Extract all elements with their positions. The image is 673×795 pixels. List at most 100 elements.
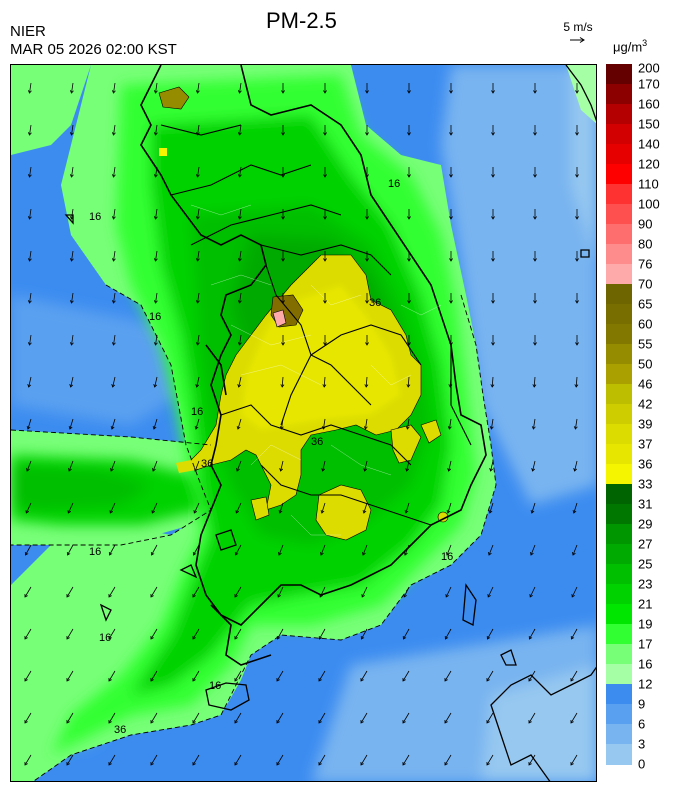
wind-arrow [153,418,158,430]
wind-arrow [488,544,494,556]
wind-arrowhead [193,509,198,514]
province-borders [160,124,472,526]
wind-arrowhead [68,425,73,430]
wind-arrowhead [529,593,533,598]
wind-arrowhead [24,635,28,640]
wind-arrowhead [192,551,197,556]
wind-arrowhead [151,509,156,514]
district-borders [190,204,442,536]
wind-arrowhead [490,384,495,388]
wind-arrow [575,376,578,388]
unit-base: μg/m [613,39,643,55]
wind-arrowhead [66,593,70,598]
colorbar-swatch [606,304,632,325]
wind-arrowhead [449,216,453,220]
wind-arrow [360,670,368,682]
wind-arrowhead [153,258,158,262]
colorbar-swatch [606,284,632,305]
colorbar-label: 6 [638,716,646,732]
wind-arrowhead [407,342,411,346]
wind-arrowhead [27,384,32,388]
colorbar-label: 200 [638,60,660,76]
wind-arrowhead [66,551,71,556]
wind-arrow [281,418,284,430]
contour-16-line [11,284,497,781]
wind-arrowhead [237,384,242,388]
wind-arrow [239,292,242,304]
contour-label: 16 [191,406,203,418]
wind-arrowhead [402,761,406,766]
wind-arrowhead [360,761,364,766]
wind-arrowhead [66,635,70,640]
wind-arrowhead [27,342,32,346]
wind-arrow [29,166,32,178]
wind-arrowhead [195,342,200,346]
wind-arrow [150,712,158,724]
wind-arrow [278,544,284,556]
wind-arrowhead [234,551,239,556]
wind-arrow [111,418,116,430]
wind-arrowhead [449,90,453,94]
wind-arrowhead [532,384,537,388]
colorbar-label: 31 [638,496,653,512]
wind-arrow [490,460,494,472]
wind-arrowhead [573,426,578,430]
wind-arrowhead [449,342,453,346]
wind-arrowhead [69,90,74,94]
wind-arrowhead [447,468,452,472]
wind-arrow [24,586,32,598]
colorbar-swatch [606,104,632,125]
wind-arrowhead [365,300,369,304]
wind-arrowhead [68,467,72,472]
wind-arrow [197,292,200,304]
wind-arrowhead [237,300,242,304]
wind-arrow [68,460,74,472]
wind-arrowhead [153,174,158,178]
wind-arrowhead [192,593,196,598]
wind-arrow [197,124,200,136]
wind-arrow [402,754,410,766]
colorbar-label: 160 [638,96,660,112]
wind-arrowhead [195,300,200,304]
colorbar-label: 29 [638,516,653,532]
wind-arrowhead [281,132,285,136]
colorbar-label: 36 [638,456,653,472]
wind-arrowhead [321,426,326,430]
wind-arrowhead [237,258,242,262]
wind-arrow [155,124,158,136]
wind-arrowhead [110,425,115,430]
wind-arrowhead [108,593,112,598]
wind-arrowhead [69,342,74,346]
wind-arrowhead [26,467,30,472]
wind-arrow [24,670,32,682]
wind-arrowhead [108,551,113,556]
wind-arrow [403,586,410,598]
wind-arrowhead [323,342,327,346]
wind-arrowhead [153,384,158,388]
wind-arrow [570,754,578,766]
wind-arrow [404,544,410,556]
wind-arrowhead [575,300,579,304]
wind-arrow [71,82,74,94]
wind-arrowhead [278,551,282,556]
wind-arrowhead [362,551,366,556]
wind-arrowhead [67,509,72,514]
wind-arrowhead [363,468,368,472]
wind-arrowhead [446,551,450,556]
colorbar-label: 70 [638,276,653,292]
colorbar-label: 17 [638,636,653,652]
wind-arrow [533,376,536,388]
wind-arrow [277,586,284,598]
wind-arrowhead [447,426,452,430]
wind-arrow [570,712,578,724]
colorbar-label: 3 [638,736,646,752]
colorbar-swatch [606,144,632,165]
contour-label: 36 [311,436,323,448]
colorbar-swatch [606,564,632,585]
wind-arrow [486,670,494,682]
wind-arrowhead [235,509,240,514]
wind-arrow [280,460,284,472]
wind-arrowhead [528,719,532,724]
wind-arrowhead [108,761,112,766]
wind-arrow [192,712,200,724]
